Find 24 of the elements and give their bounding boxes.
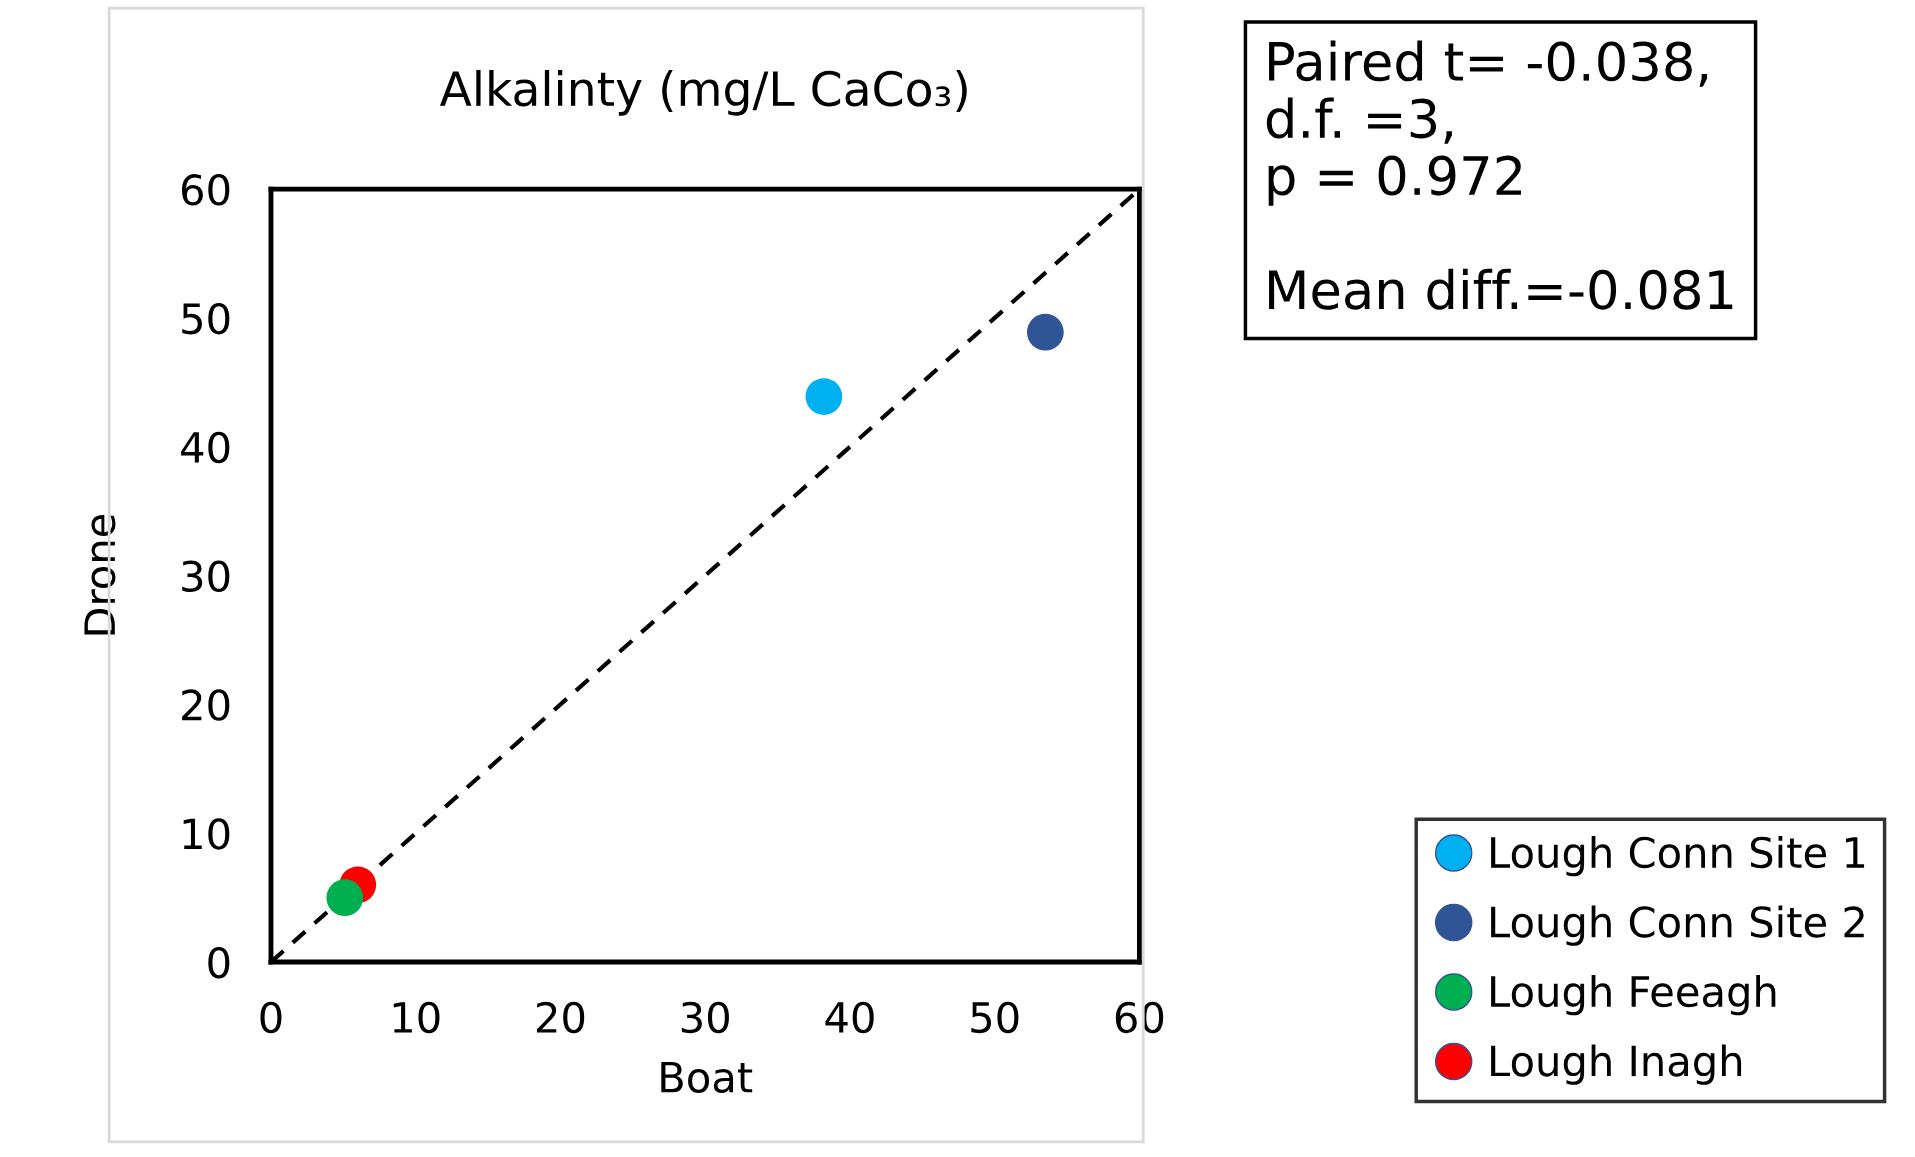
point (805, 378, 843, 415)
text: Paired t= -0.038, d.f. =3, p = 0.972 Mean diff.=-0.081 (1266, 40, 1733, 310)
x-tick-label: 60 (1115, 1001, 1164, 1034)
chart-title: Alkalinty (mg/L CaCo₃) (439, 69, 967, 116)
point (326, 879, 364, 917)
legend-label: Lough Conn Site 2 (1491, 905, 1864, 946)
x-tick-label: 10 (393, 1001, 440, 1034)
y-tick-label: 20 (182, 689, 230, 721)
y-tick-label: 0 (208, 946, 230, 979)
x-tick-label: 40 (825, 1001, 874, 1034)
x-tick-label: 30 (681, 1001, 729, 1034)
legend-label: Lough Inagh (1491, 1044, 1742, 1085)
point (1026, 313, 1064, 351)
legend-label: Lough Conn Site 1 (1491, 835, 1865, 877)
y-tick-label: 10 (183, 818, 230, 850)
x-axis-title: Boat (661, 1061, 753, 1093)
x-tick-label: 20 (537, 1001, 585, 1034)
x-tick-label: 50 (971, 1001, 1019, 1034)
y-tick-label: 40 (181, 431, 230, 464)
x-tick-label: 0 (260, 1001, 282, 1034)
y-tick-label: 50 (182, 302, 230, 335)
legend-label: Lough Feeagh (1491, 974, 1776, 1016)
y-tick-label: 60 (181, 174, 230, 206)
y-tick-label: 30 (182, 560, 230, 593)
